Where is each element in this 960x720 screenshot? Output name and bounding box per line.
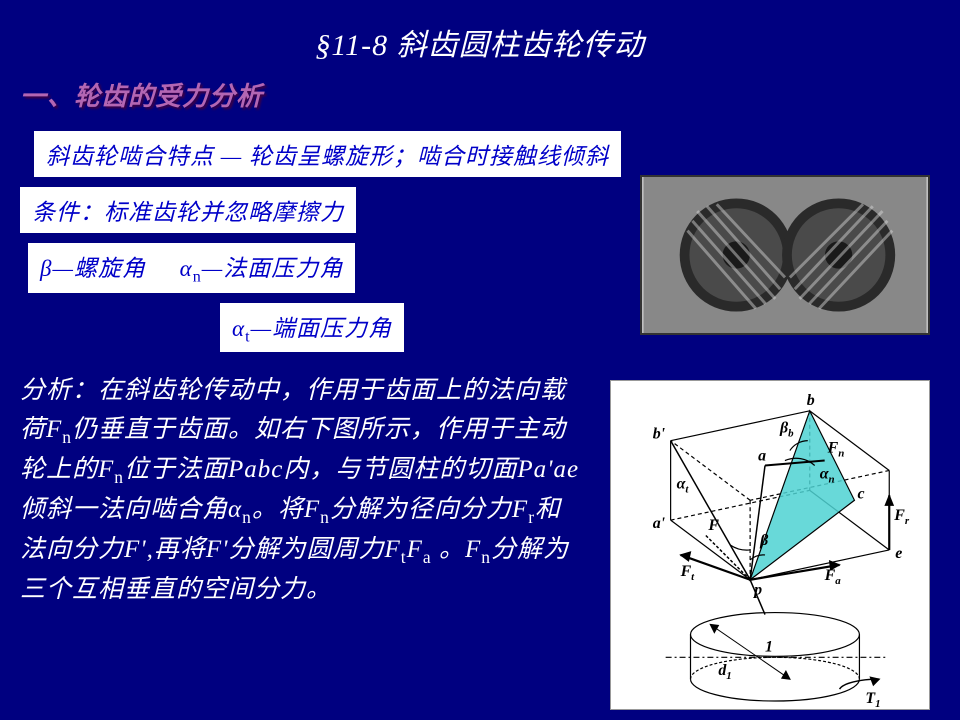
s8: n	[481, 547, 491, 567]
s7: a	[423, 547, 432, 567]
t4: 。将F	[252, 496, 320, 523]
alpha-t-label: —端面压力角	[251, 316, 392, 341]
alpha-n-symbol: α	[180, 256, 193, 281]
s2: n	[114, 467, 124, 487]
s4: n	[320, 507, 330, 527]
s1: n	[62, 427, 72, 447]
section-subtitle: 一、轮齿的受力分析	[20, 76, 940, 113]
svg-text:c: c	[857, 485, 864, 502]
svg-text:1: 1	[765, 638, 773, 655]
force-diagram: b b' a a' c e p 1 Fn Fr Ft Fa F αt αn β	[610, 380, 930, 710]
s5: r	[528, 507, 535, 527]
beta-label: —螺旋角	[52, 256, 145, 281]
beta-symbol: β	[40, 256, 52, 281]
svg-text:a: a	[758, 448, 766, 465]
feature-box: 斜齿轮啮合特点 — 轮齿呈螺旋形；啮合时接触线倾斜	[34, 131, 621, 177]
t7: F	[407, 536, 423, 563]
svg-text:b': b'	[653, 426, 666, 443]
t3a: α	[228, 496, 242, 523]
analysis-text: 分析：在斜齿轮传动中，作用于齿面上的法向载荷Fn仍垂直于齿面。如右下图所示，作用…	[20, 372, 580, 610]
condition-box: 条件：标准齿轮并忽略摩擦力	[20, 187, 356, 233]
alpha-t-box: αt—端面压力角	[220, 303, 404, 353]
svg-text:p: p	[752, 582, 762, 599]
svg-text:β: β	[759, 532, 769, 549]
svg-text:b: b	[807, 392, 815, 409]
s3: n	[242, 507, 252, 527]
diagram-svg: b b' a a' c e p 1 Fn Fr Ft Fa F αt αn β	[611, 381, 929, 709]
alpha-n-sub: n	[193, 269, 202, 286]
t8: 。F	[432, 536, 482, 563]
alpha-n-label: —法面压力角	[202, 256, 343, 281]
svg-text:e: e	[895, 545, 902, 562]
gear-svg	[642, 177, 928, 333]
slide-title: §11-8 斜齿圆柱齿轮传动	[20, 20, 940, 64]
slide-root: §11-8 斜齿圆柱齿轮传动 一、轮齿的受力分析 斜齿轮啮合特点 — 轮齿呈螺旋…	[0, 0, 960, 720]
gear-photo	[640, 175, 930, 335]
t5: 分解为径向分力F	[330, 496, 528, 523]
svg-text:F: F	[707, 517, 719, 534]
svg-text:a': a'	[653, 515, 666, 532]
beta-alpha-n-box: β—螺旋角 αn—法面压力角	[28, 243, 355, 293]
alpha-t-symbol: α	[232, 316, 245, 341]
